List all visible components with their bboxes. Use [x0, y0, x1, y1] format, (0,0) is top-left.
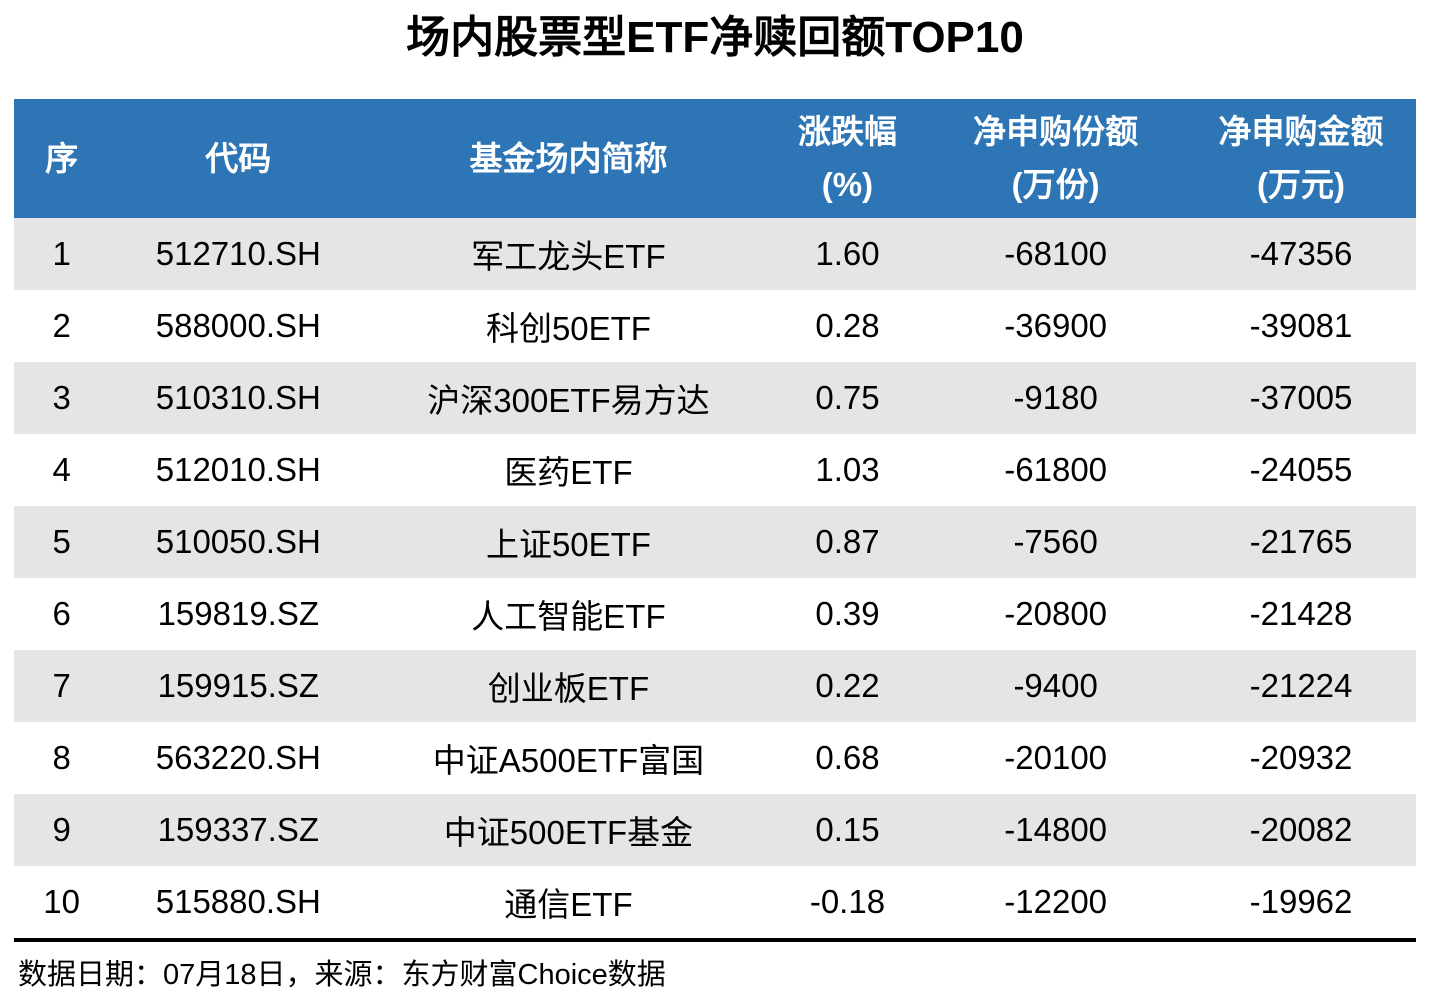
column-header-line: 序 — [45, 139, 79, 177]
table-cell: 0.22 — [815, 666, 880, 704]
table-cell: -21765 — [1249, 522, 1353, 560]
column-header-line: (万份) — [1011, 166, 1100, 204]
table-cell: 1 — [52, 234, 71, 272]
table-cell: 0.28 — [815, 306, 880, 344]
table-cell: 中证A500ETF富国 — [432, 741, 705, 779]
table-cell: 159819.SZ — [157, 594, 320, 632]
table-cell: 0.75 — [815, 378, 880, 416]
table-cell: -39081 — [1249, 306, 1353, 344]
table-cell: -12200 — [1004, 882, 1108, 920]
table-cell: -7560 — [1013, 522, 1098, 560]
table-cell: -21428 — [1249, 594, 1353, 632]
column-header-line: 净申购金额 — [1218, 112, 1384, 150]
table-cell: 563220.SH — [155, 738, 321, 776]
table-cell: 515880.SH — [155, 882, 321, 920]
table-cell: 512010.SH — [155, 450, 321, 488]
table-row: 3 510310.SH 沪深300ETF易方达 0.75 -9180 -37005 — [14, 361, 1416, 434]
table-cell: 中证500ETF基金 — [443, 813, 694, 851]
table-cell: 人工智能ETF — [471, 597, 666, 635]
table-cell: -9400 — [1013, 666, 1098, 704]
table-cell: 6 — [52, 594, 71, 632]
column-header: 基金场内简称 — [367, 98, 770, 218]
table-cell: 4 — [52, 450, 71, 488]
table-cell: 0.68 — [815, 738, 880, 776]
table-cell: 军工龙头ETF — [471, 237, 666, 275]
table-cell: 512710.SH — [155, 234, 321, 272]
table-row: 8 563220.SH 中证A500ETF富国 0.68 -20100 -20932 — [14, 721, 1416, 794]
column-header: 净申购份额 (万份) — [925, 98, 1187, 218]
table-row: 9 159337.SZ 中证500ETF基金 0.15 -14800 -20082 — [14, 793, 1416, 866]
table-cell: 588000.SH — [155, 306, 321, 344]
table-cell: -37005 — [1249, 378, 1353, 416]
table-cell: 0.39 — [815, 594, 880, 632]
column-header-line: (万元) — [1257, 166, 1345, 204]
table-cell: 科创50ETF — [485, 309, 651, 347]
column-header-line: 基金场内简称 — [469, 139, 668, 177]
etf-table: 序 代码 基金场内简称 涨跌幅 (%) 净申购份额 (万份) 净申购金额 (万元) 1 51271… — [14, 98, 1416, 938]
table-cell: -20800 — [1004, 594, 1108, 632]
table-cell: -21224 — [1249, 666, 1353, 704]
table-cell: 159915.SZ — [157, 666, 320, 704]
table-cell: 510050.SH — [155, 522, 321, 560]
table-cell: 7 — [52, 666, 71, 704]
table-row: 1 512710.SH 军工龙头ETF 1.60 -68100 -47356 — [14, 217, 1416, 290]
table-cell: 1.60 — [815, 234, 880, 272]
column-header-line: (%) — [821, 166, 874, 204]
table-cell: 510310.SH — [155, 378, 321, 416]
column-header: 序 — [14, 98, 110, 218]
table-cell: 10 — [43, 882, 81, 920]
table-cell: 上证50ETF — [485, 525, 651, 563]
table-cell: -20932 — [1249, 738, 1353, 776]
table-cell: -47356 — [1249, 234, 1353, 272]
table-row: 5 510050.SH 上证50ETF 0.87 -7560 -21765 — [14, 505, 1416, 578]
table-cell: 沪深300ETF易方达 — [427, 381, 710, 419]
table-cell: 5 — [52, 522, 71, 560]
table-cell: 创业板ETF — [487, 669, 650, 707]
table-cell: -68100 — [1004, 234, 1108, 272]
table-cell: 159337.SZ — [157, 810, 320, 848]
table-cell: 0.87 — [815, 522, 880, 560]
table-row: 2 588000.SH 科创50ETF 0.28 -36900 -39081 — [14, 289, 1416, 362]
column-header: 涨跌幅 (%) — [769, 98, 926, 218]
table-cell: -19962 — [1249, 882, 1353, 920]
column-header-line: 代码 — [205, 139, 272, 177]
etf-table-container: 序 代码 基金场内简称 涨跌幅 (%) 净申购份额 (万份) 净申购金额 (万元) 1 51271… — [14, 98, 1416, 938]
table-cell: 医药ETF — [504, 453, 633, 491]
column-header-line: 涨跌幅 — [797, 112, 897, 150]
table-row: 4 512010.SH 医药ETF 1.03 -61800 -24055 — [14, 433, 1416, 506]
column-header: 净申购金额 (万元) — [1186, 98, 1416, 218]
table-cell: -20082 — [1249, 810, 1353, 848]
table-cell: -24055 — [1249, 450, 1353, 488]
table-header-row: 序 代码 基金场内简称 涨跌幅 (%) 净申购份额 (万份) 净申购金额 (万元) — [14, 98, 1416, 218]
table-cell: -14800 — [1004, 810, 1108, 848]
table-row: 6 159819.SZ 人工智能ETF 0.39 -20800 -21428 — [14, 577, 1416, 650]
table-cell: 3 — [52, 378, 71, 416]
column-header: 代码 — [109, 98, 368, 218]
table-cell: 9 — [52, 810, 71, 848]
table-row: 7 159915.SZ 创业板ETF 0.22 -9400 -21224 — [14, 649, 1416, 722]
table-cell: 0.15 — [815, 810, 880, 848]
table-cell: 2 — [52, 306, 71, 344]
table-cell: -36900 — [1004, 306, 1108, 344]
table-cell: 8 — [52, 738, 71, 776]
table-cell: -0.18 — [809, 882, 886, 920]
page-title: 场内股票型ETF净赎回额TOP10 — [406, 13, 1024, 62]
table-row: 10 515880.SH 通信ETF -0.18 -12200 -19962 — [14, 865, 1416, 938]
table-cell: -61800 — [1004, 450, 1108, 488]
table-cell: 1.03 — [815, 450, 880, 488]
footer-rule: 数据日期：07月18日，来源：东方财富Choice数据 — [14, 937, 1416, 993]
table-cell: -9180 — [1013, 378, 1098, 416]
source-note: 数据日期：07月18日，来源：东方财富Choice数据 — [18, 958, 666, 991]
table-cell: -20100 — [1004, 738, 1108, 776]
table-cell: 通信ETF — [504, 885, 633, 923]
column-header-line: 净申购份额 — [973, 112, 1139, 150]
